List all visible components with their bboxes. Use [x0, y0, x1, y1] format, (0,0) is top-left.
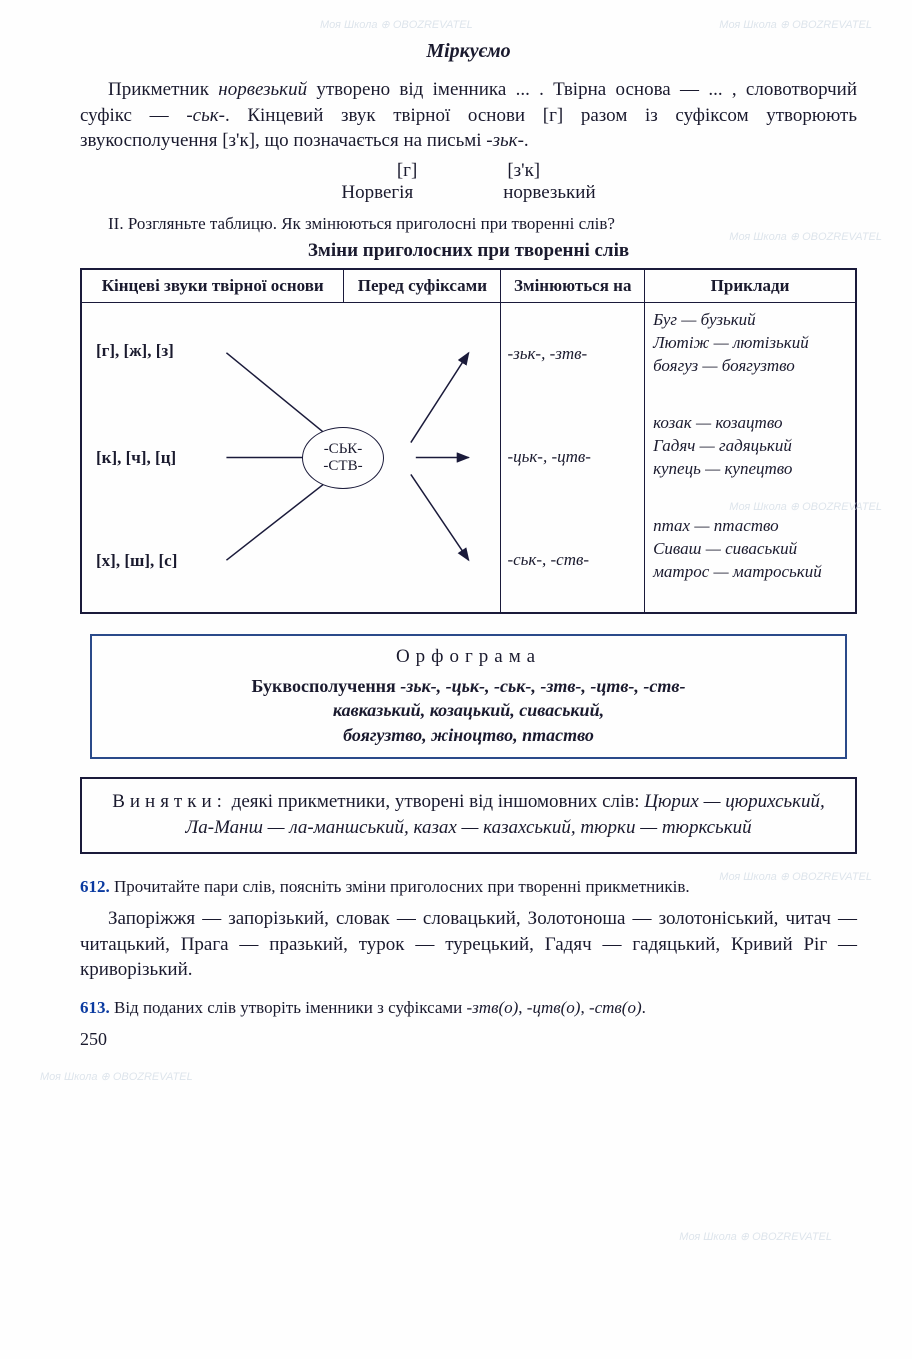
orthogram-box: Орфограма Буквосполучення -зьк-, -цьк-, … [90, 634, 847, 759]
table-caption: Зміни приголосних при творенні слів [80, 240, 857, 262]
ex-612-task: Прочитайте пари слів, поясніть зміни при… [114, 877, 690, 896]
orthogram-body: Буквосполучення -зьк-, -цьк-, -ськ-, -зт… [104, 674, 833, 747]
examples-row-1: козак — козацтво Гадяч — гадяцький купец… [645, 406, 855, 509]
intro-paragraph: Прикметник норвезький утворено від іменн… [80, 77, 857, 154]
phon-bot-right: норвезький [503, 182, 595, 204]
sounds-row-0: [г], [ж], [з] [96, 341, 174, 361]
examples-row-0: Буг — бузький Лютіж — лютізький боягуз —… [645, 303, 855, 406]
th-examples: Приклади [645, 269, 856, 303]
watermark: Моя Школа ⊕ OBOZREVATEL [320, 18, 473, 31]
orfo-line3: боягузтво, жіноцтво, птаство [343, 725, 594, 745]
page-number: 250 [80, 1029, 857, 1050]
exceptions-box: Винятки: деякі прикметники, утворені від… [80, 777, 857, 854]
exceptions-lead: деякі прикметники, утворені від іншомовн… [227, 791, 644, 812]
result-row-1: -цьк-, -цтв- [501, 406, 644, 509]
ex-612-num: 612. [80, 877, 110, 896]
orfo-line1-plain: Буквосполучення [252, 676, 401, 696]
th-before: Перед суфіксами [344, 269, 501, 303]
watermark: Моя Школа ⊕ OBOZREVATEL [40, 1070, 193, 1083]
textbook-page: Моя Школа ⊕ OBOZREVATEL Моя Школа ⊕ OBOZ… [0, 0, 912, 1359]
phon-top-left: [г] [397, 160, 417, 182]
phon-bot-left: Норвегія [341, 182, 413, 204]
diagram-cell: [г], [ж], [з] [к], [ч], [ц] [х], [ш], [с… [81, 302, 501, 613]
th-sounds: Кінцеві звуки твірної основи [81, 269, 344, 303]
exercise-612: 612. Прочитайте пари слів, поясніть змін… [80, 876, 857, 898]
examples-column: Буг — бузький Лютіж — лютізький боягуз —… [645, 302, 856, 613]
examples-row-2: птах — птаство Сиваш — сиваський матрос … [645, 509, 855, 612]
result-row-2: -ськ-, -ств- [501, 509, 644, 612]
sounds-row-1: [к], [ч], [ц] [96, 448, 176, 468]
phon-top-right: [з'к] [507, 160, 540, 182]
th-change: Змінюються на [501, 269, 645, 303]
section-heading: Міркуємо [80, 40, 857, 63]
task-2-instruction: II. Розгляньте таблицю. Як змінюються пр… [80, 214, 857, 234]
orfo-line1-italic: -зьк-, -цьк-, -ськ-, -зтв-, -цтв-, -ств- [400, 676, 685, 696]
ex-613-num: 613. [80, 998, 110, 1017]
consonant-changes-table: Кінцеві звуки твірної основи Перед суфік… [80, 268, 857, 614]
ex-613-task: Від поданих слів утворіть іменники з суф… [114, 998, 646, 1017]
ex-612-body: Запоріжжя — запорізький, словак — словац… [80, 906, 857, 983]
phonetic-example: [г] [з'к] Норвегія норвезький [80, 160, 857, 204]
orfo-line2: кавказький, козацький, сиваський, [333, 700, 604, 720]
orthogram-title: Орфограма [104, 646, 833, 668]
sounds-row-2: [х], [ш], [с] [96, 551, 177, 571]
node-line-0: -СЬК- [324, 441, 363, 458]
suffix-node: -СЬК- -СТВ- [302, 427, 384, 489]
node-line-1: -СТВ- [323, 458, 362, 475]
result-row-0: -зьк-, -зтв- [501, 303, 644, 406]
results-column: -зьк-, -зтв- -цьк-, -цтв- -ськ-, -ств- [501, 302, 645, 613]
watermark: Моя Школа ⊕ OBOZREVATEL [719, 18, 872, 31]
exceptions-label: Винятки: [112, 791, 227, 812]
exercise-613: 613. Від поданих слів утворіть іменники … [80, 997, 857, 1019]
watermark: Моя Школа ⊕ OBOZREVATEL [679, 1230, 832, 1243]
